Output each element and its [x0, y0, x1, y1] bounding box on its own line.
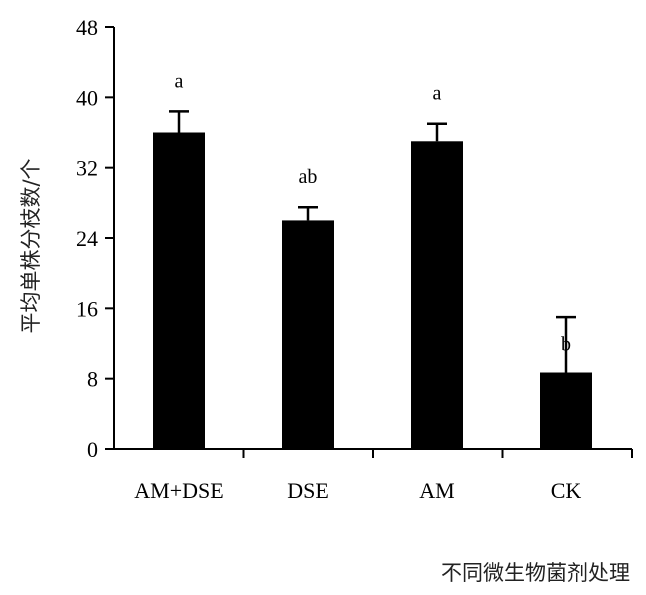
x-tick-label: DSE: [287, 478, 329, 503]
y-tick-label: 48: [76, 15, 98, 40]
bars-layer: [153, 132, 592, 449]
significance-letter: a: [433, 83, 442, 105]
error-bars-layer: [169, 110, 576, 373]
x-axis-title: 不同微生物菌剂处理: [441, 561, 630, 585]
y-tick-label: 24: [76, 226, 98, 251]
y-axis-title: 平均单株分枝数/个: [19, 158, 43, 333]
bar: [411, 141, 463, 449]
bar: [282, 220, 334, 449]
significance-letter: ab: [299, 166, 318, 188]
significance-letter: b: [561, 334, 571, 356]
y-tick-label: 40: [76, 85, 98, 110]
significance-letter: a: [175, 70, 184, 92]
y-ticks-layer: 0 8 16 24 32 40 48: [76, 15, 114, 462]
x-ticks-layer: AM+DSE DSE AM CK: [134, 449, 633, 503]
x-tick-label: AM: [419, 478, 454, 503]
x-tick-label: CK: [551, 478, 582, 503]
y-tick-label: 0: [87, 437, 98, 462]
bar: [153, 132, 205, 449]
x-tick-label: AM+DSE: [134, 478, 223, 503]
y-tick-label: 8: [87, 367, 98, 392]
bar: [540, 372, 592, 449]
y-tick-label: 16: [76, 296, 98, 321]
y-tick-label: 32: [76, 156, 98, 181]
